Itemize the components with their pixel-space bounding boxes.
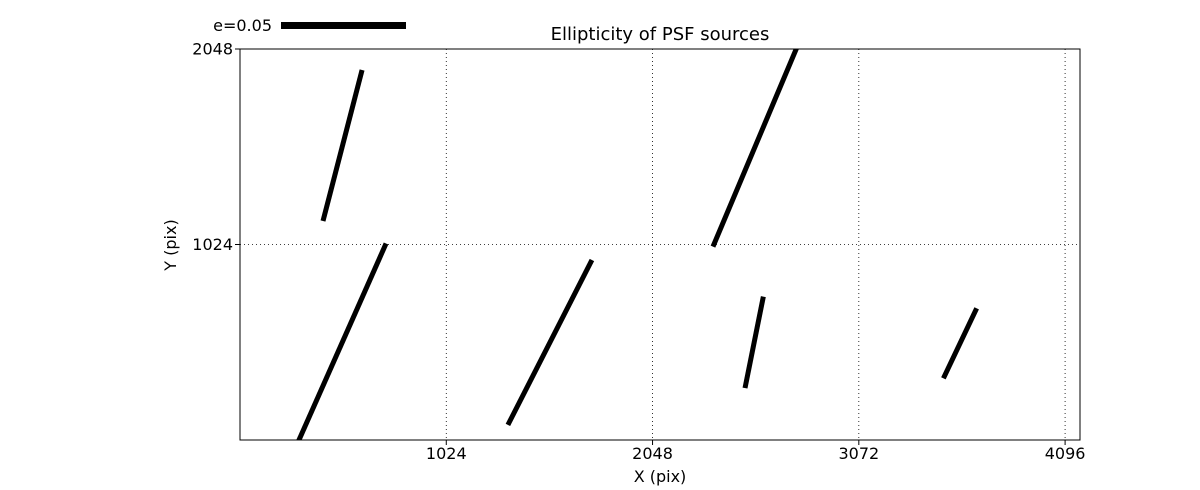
y-tick-label: 1024 xyxy=(192,235,233,254)
psf-ellipticity-segment xyxy=(941,307,979,380)
x-tick-label: 1024 xyxy=(426,444,467,463)
tick-labels: 1024 2048 3072 4096 1024 2048 xyxy=(192,40,1085,464)
psf-ellipticity-segments xyxy=(296,49,979,440)
chart-title: Ellipticity of PSF sources xyxy=(551,24,770,45)
x-tick-label: 3072 xyxy=(838,444,879,463)
x-axis-label: X (pix) xyxy=(634,467,687,486)
psf-ellipticity-segment xyxy=(710,49,799,248)
psf-ellipticity-segment xyxy=(320,69,365,222)
x-tick-label: 4096 xyxy=(1045,444,1086,463)
y-axis-label: Y (pix) xyxy=(161,219,180,271)
legend-label: e=0.05 xyxy=(213,16,272,35)
psf-ellipticity-segment xyxy=(742,296,766,389)
psf-ellipticity-segment xyxy=(296,242,389,440)
x-tick-label: 2048 xyxy=(632,444,673,463)
psf-ellipticity-segment xyxy=(505,258,595,427)
y-tick-label: 2048 xyxy=(192,40,233,59)
axis-ticks xyxy=(235,48,1066,445)
legend-sample-line xyxy=(281,22,406,29)
gridlines xyxy=(240,48,1080,440)
